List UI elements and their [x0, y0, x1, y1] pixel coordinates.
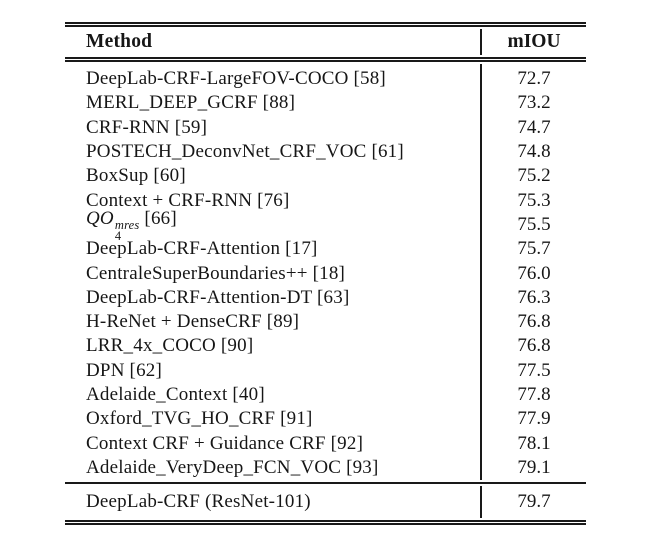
table-row: Context CRF + Guidance CRF [92] 78.1 [65, 431, 586, 455]
column-divider-line [480, 64, 482, 481]
math-supsub: mres 4 [114, 217, 140, 244]
miou-value: 72.7 [517, 68, 551, 90]
miou-value: 76.8 [517, 311, 551, 333]
table-row: LRR_4x_COCO [90] 76.8 [65, 334, 586, 358]
table-footer-row: DeepLab-CRF (ResNet-101) 79.7 [65, 484, 586, 520]
miou-value: 73.2 [517, 92, 551, 114]
method-name: Oxford_TVG_HO_CRF [91] [86, 408, 313, 430]
table-row: CRF-RNN [59] 74.7 [65, 116, 586, 140]
citation-ref: [66] [139, 207, 177, 229]
method-name: H-ReNet + DenseCRF [89] [86, 311, 300, 333]
table-body: DeepLab-CRF-LargeFOV-COCO [58] 72.7 MERL… [65, 62, 586, 482]
table-top-rule [65, 22, 586, 27]
column-divider-line [480, 29, 482, 55]
miou-value: 74.7 [517, 116, 551, 138]
column-header-miou: mIOU [507, 31, 561, 52]
method-name: DeepLab-CRF-Attention-DT [63] [86, 286, 350, 308]
method-name: MERL_DEEP_GCRF [88] [86, 92, 296, 114]
table-row: DPN [62] 77.5 [65, 359, 586, 383]
table-bottom-rule [65, 520, 586, 526]
method-name-math: QO mres 4 [66] [65, 208, 482, 243]
footer-separator-rule [65, 482, 586, 485]
method-name: CentraleSuperBoundaries++ [18] [86, 262, 346, 284]
math-base: QO [86, 207, 114, 229]
table-header-row: Method mIOU [65, 27, 586, 57]
table-row: Adelaide_Context [40] 77.8 [65, 383, 586, 407]
miou-value: 76.3 [517, 286, 551, 308]
table-row: Oxford_TVG_HO_CRF [91] 77.9 [65, 407, 586, 431]
math-subscript: 4 [114, 229, 122, 244]
results-table: Method mIOU DeepLab-CRF-LargeFOV-COCO [5… [65, 22, 586, 526]
table-row: Adelaide_VeryDeep_FCN_VOC [93] 79.1 [65, 456, 586, 480]
table-row: CentraleSuperBoundaries++ [18] 76.0 [65, 261, 586, 285]
table-row: DeepLab-CRF-Attention-DT [63] 76.3 [65, 286, 586, 310]
miou-value: 76.0 [517, 262, 551, 284]
miou-value: 75.5 [517, 213, 551, 235]
miou-value: 77.5 [517, 359, 551, 381]
miou-value: 77.8 [517, 384, 551, 405]
table-row: BoxSup [60] 75.2 [65, 164, 586, 188]
column-header-method: Method [86, 31, 153, 52]
math-superscript: mres [114, 217, 140, 232]
method-name: CRF-RNN [59] [86, 116, 208, 138]
method-name: Context + CRF-RNN [76] [86, 189, 290, 211]
miou-value: 79.7 [517, 491, 551, 513]
miou-value: 79.1 [517, 456, 551, 478]
table-row: QO mres 4 [66] 75.5 [65, 208, 586, 243]
method-name: BoxSup [60] [86, 165, 186, 187]
method-name: DeepLab-CRF-Attention [17] [86, 238, 318, 260]
method-name: LRR_4x_COCO [90] [86, 335, 254, 357]
miou-value: 75.3 [517, 189, 551, 211]
method-name: Context CRF + Guidance CRF [92] [86, 432, 364, 454]
method-name: Adelaide_VeryDeep_FCN_VOC [93] [86, 456, 379, 478]
miou-value: 77.9 [517, 408, 551, 430]
miou-value: 78.1 [517, 432, 551, 454]
miou-value: 75.7 [517, 238, 551, 260]
method-name: DPN [62] [86, 359, 163, 381]
column-divider-line [480, 486, 482, 519]
header-separator-rule [65, 57, 586, 62]
table-row: POSTECH_DeconvNet_CRF_VOC [61] 74.8 [65, 140, 586, 164]
method-name: Adelaide_Context [40] [86, 384, 265, 405]
table-row: Context + CRF-RNN [76] 75.3 [65, 188, 586, 212]
miou-value: 74.8 [517, 141, 551, 163]
miou-value: 75.2 [517, 165, 551, 187]
table-row: DeepLab-CRF-LargeFOV-COCO [58] 72.7 [65, 67, 586, 91]
table-row: H-ReNet + DenseCRF [89] 76.8 [65, 310, 586, 334]
method-name: DeepLab-CRF (ResNet-101) [86, 491, 311, 513]
method-name: DeepLab-CRF-LargeFOV-COCO [58] [86, 68, 386, 90]
miou-value: 76.8 [517, 335, 551, 357]
method-name: POSTECH_DeconvNet_CRF_VOC [61] [86, 141, 404, 163]
table-row: DeepLab-CRF-Attention [17] 75.7 [65, 237, 586, 261]
table-row: MERL_DEEP_GCRF [88] 73.2 [65, 91, 586, 115]
